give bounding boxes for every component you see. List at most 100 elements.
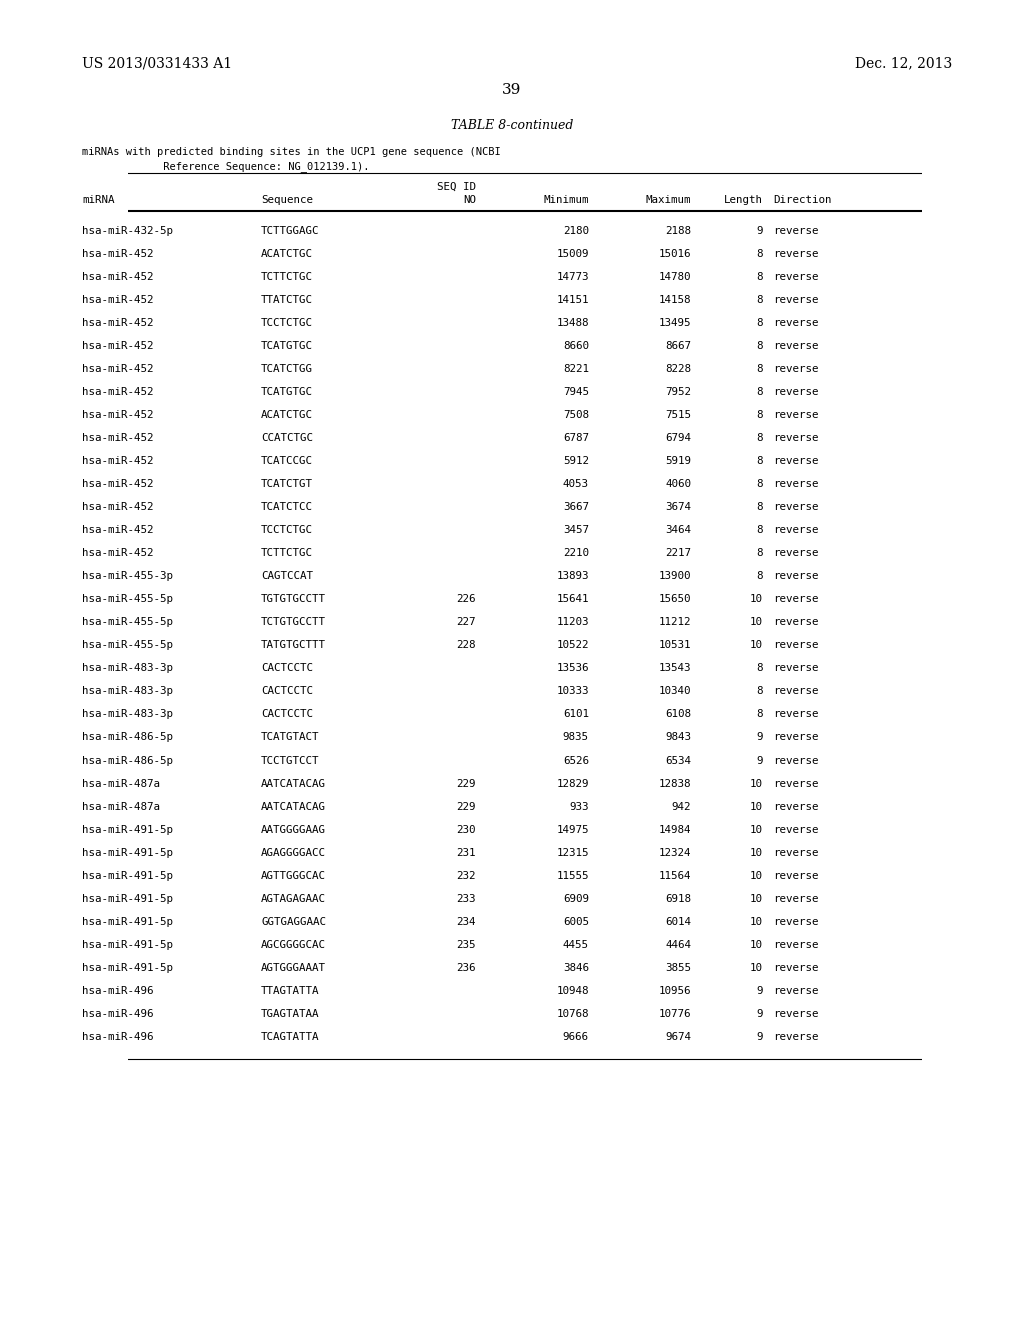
Text: 8: 8: [757, 709, 763, 719]
Text: 236: 236: [457, 962, 476, 973]
Text: GGTGAGGAAC: GGTGAGGAAC: [261, 916, 326, 927]
Text: 942: 942: [672, 801, 691, 812]
Text: 13893: 13893: [556, 572, 589, 581]
Text: hsa-miR-487a: hsa-miR-487a: [82, 801, 160, 812]
Text: 10: 10: [750, 801, 763, 812]
Text: 6101: 6101: [563, 709, 589, 719]
Text: TGTGTGCCTT: TGTGTGCCTT: [261, 594, 326, 605]
Text: hsa-miR-483-3p: hsa-miR-483-3p: [82, 686, 173, 697]
Text: 13900: 13900: [658, 572, 691, 581]
Text: reverse: reverse: [773, 962, 818, 973]
Text: 7508: 7508: [563, 411, 589, 420]
Text: hsa-miR-452: hsa-miR-452: [82, 318, 154, 327]
Text: 10: 10: [750, 594, 763, 605]
Text: 14984: 14984: [658, 825, 691, 834]
Text: 3846: 3846: [563, 962, 589, 973]
Text: 14975: 14975: [556, 825, 589, 834]
Text: 12324: 12324: [658, 847, 691, 858]
Text: 6526: 6526: [563, 755, 589, 766]
Text: reverse: reverse: [773, 825, 818, 834]
Text: 228: 228: [457, 640, 476, 651]
Text: 231: 231: [457, 847, 476, 858]
Text: 15009: 15009: [556, 248, 589, 259]
Text: 6909: 6909: [563, 894, 589, 904]
Text: reverse: reverse: [773, 755, 818, 766]
Text: 39: 39: [503, 83, 521, 98]
Text: 8: 8: [757, 341, 763, 351]
Text: reverse: reverse: [773, 986, 818, 995]
Text: 7945: 7945: [563, 387, 589, 397]
Text: 6005: 6005: [563, 916, 589, 927]
Text: 10: 10: [750, 825, 763, 834]
Text: hsa-miR-452: hsa-miR-452: [82, 525, 154, 535]
Text: TCAGTATTA: TCAGTATTA: [261, 1032, 319, 1041]
Text: 230: 230: [457, 825, 476, 834]
Text: 229: 229: [457, 801, 476, 812]
Text: 12829: 12829: [556, 779, 589, 788]
Text: 9835: 9835: [563, 733, 589, 742]
Text: 10768: 10768: [556, 1008, 589, 1019]
Text: 3667: 3667: [563, 502, 589, 512]
Text: hsa-miR-452: hsa-miR-452: [82, 272, 154, 281]
Text: 8: 8: [757, 364, 763, 374]
Text: hsa-miR-491-5p: hsa-miR-491-5p: [82, 894, 173, 904]
Text: 6794: 6794: [666, 433, 691, 444]
Text: reverse: reverse: [773, 387, 818, 397]
Text: 232: 232: [457, 871, 476, 880]
Text: 14151: 14151: [556, 294, 589, 305]
Text: 13488: 13488: [556, 318, 589, 327]
Text: 6014: 6014: [666, 916, 691, 927]
Text: reverse: reverse: [773, 525, 818, 535]
Text: 10: 10: [750, 940, 763, 950]
Text: 8: 8: [757, 525, 763, 535]
Text: AGAGGGGACC: AGAGGGGACC: [261, 847, 326, 858]
Text: 2217: 2217: [666, 548, 691, 558]
Text: 2188: 2188: [666, 226, 691, 236]
Text: hsa-miR-486-5p: hsa-miR-486-5p: [82, 733, 173, 742]
Text: 10531: 10531: [658, 640, 691, 651]
Text: 6918: 6918: [666, 894, 691, 904]
Text: hsa-miR-496: hsa-miR-496: [82, 1032, 154, 1041]
Text: Sequence: Sequence: [261, 195, 313, 206]
Text: 226: 226: [457, 594, 476, 605]
Text: 3457: 3457: [563, 525, 589, 535]
Text: hsa-miR-452: hsa-miR-452: [82, 411, 154, 420]
Text: reverse: reverse: [773, 686, 818, 697]
Text: reverse: reverse: [773, 664, 818, 673]
Text: 8: 8: [757, 664, 763, 673]
Text: reverse: reverse: [773, 1032, 818, 1041]
Text: reverse: reverse: [773, 618, 818, 627]
Text: reverse: reverse: [773, 871, 818, 880]
Text: hsa-miR-455-5p: hsa-miR-455-5p: [82, 594, 173, 605]
Text: NO: NO: [463, 195, 476, 206]
Text: reverse: reverse: [773, 502, 818, 512]
Text: 227: 227: [457, 618, 476, 627]
Text: TCCTCTGC: TCCTCTGC: [261, 525, 313, 535]
Text: 10948: 10948: [556, 986, 589, 995]
Text: TCATCTGG: TCATCTGG: [261, 364, 313, 374]
Text: 12838: 12838: [658, 779, 691, 788]
Text: hsa-miR-452: hsa-miR-452: [82, 294, 154, 305]
Text: reverse: reverse: [773, 548, 818, 558]
Text: 11555: 11555: [556, 871, 589, 880]
Text: reverse: reverse: [773, 940, 818, 950]
Text: 10: 10: [750, 871, 763, 880]
Text: Dec. 12, 2013: Dec. 12, 2013: [855, 57, 952, 71]
Text: 8667: 8667: [666, 341, 691, 351]
Text: 229: 229: [457, 779, 476, 788]
Text: 10: 10: [750, 847, 763, 858]
Text: 3855: 3855: [666, 962, 691, 973]
Text: AATGGGGAAG: AATGGGGAAG: [261, 825, 326, 834]
Text: 3464: 3464: [666, 525, 691, 535]
Text: CACTCCTC: CACTCCTC: [261, 686, 313, 697]
Text: hsa-miR-491-5p: hsa-miR-491-5p: [82, 940, 173, 950]
Text: 235: 235: [457, 940, 476, 950]
Text: 8: 8: [757, 272, 763, 281]
Text: 234: 234: [457, 916, 476, 927]
Text: hsa-miR-455-5p: hsa-miR-455-5p: [82, 640, 173, 651]
Text: 6787: 6787: [563, 433, 589, 444]
Text: 9: 9: [757, 1032, 763, 1041]
Text: 4053: 4053: [563, 479, 589, 490]
Text: AGTAGAGAAC: AGTAGAGAAC: [261, 894, 326, 904]
Text: 9674: 9674: [666, 1032, 691, 1041]
